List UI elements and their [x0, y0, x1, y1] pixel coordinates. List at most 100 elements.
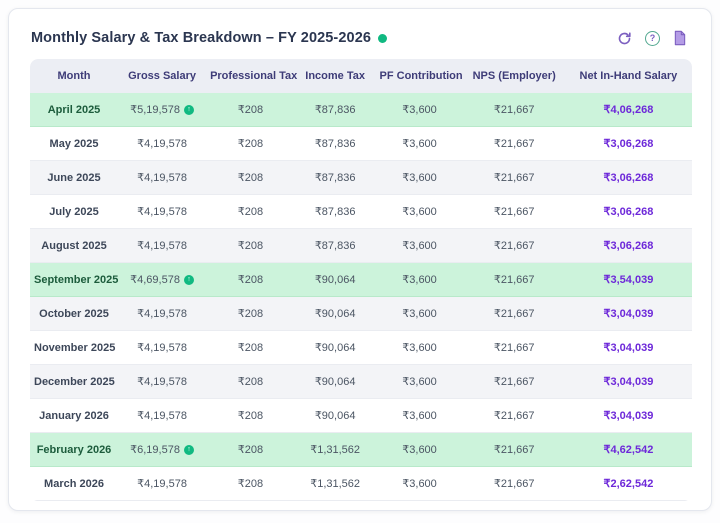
net-salary-cell: ₹3,04,039	[564, 331, 692, 365]
month-cell: December 2025	[30, 365, 119, 399]
professional-tax-cell: ₹208	[206, 195, 295, 229]
net-salary-cell: ₹4,62,542	[564, 433, 692, 467]
nps-employer-cell: ₹21,667	[463, 93, 565, 127]
month-cell: November 2025	[30, 331, 119, 365]
gross-salary-cell: ₹4,19,578	[118, 195, 207, 229]
professional-tax-cell: ₹208	[206, 161, 295, 195]
table-row: January 2026 ₹4,19,578 ₹208 ₹90,064 ₹3,6…	[30, 399, 692, 433]
gross-info-icon[interactable]	[183, 104, 194, 115]
month-cell: August 2025	[30, 229, 119, 263]
table-row: June 2025 ₹4,19,578 ₹208 ₹87,836 ₹3,600 …	[30, 161, 692, 195]
gross-salary-cell: ₹4,19,578	[118, 161, 207, 195]
document-icon	[673, 30, 687, 46]
nps-employer-cell: ₹21,667	[463, 399, 565, 433]
net-salary-cell: ₹4,06,268	[564, 93, 692, 127]
gross-salary-cell: ₹4,19,578	[118, 399, 207, 433]
net-salary-cell: ₹3,04,039	[564, 365, 692, 399]
net-salary-cell: ₹3,04,039	[564, 399, 692, 433]
income-tax-cell: ₹90,064	[294, 331, 376, 365]
professional-tax-cell: ₹208	[206, 399, 295, 433]
table-row: November 2025 ₹4,19,578 ₹208 ₹90,064 ₹3,…	[30, 331, 692, 365]
table-body: April 2025 ₹5,19,578 ₹208 ₹87,836 ₹3,600…	[30, 93, 692, 501]
net-salary-cell: ₹3,06,268	[564, 195, 692, 229]
month-cell: March 2026	[30, 467, 119, 501]
pf-contribution-cell: ₹3,600	[375, 127, 464, 161]
help-button[interactable]	[645, 30, 660, 46]
gross-salary-cell: ₹6,19,578	[118, 433, 207, 467]
table-row: September 2025 ₹4,69,578 ₹208 ₹90,064 ₹3…	[30, 263, 692, 297]
title-wrap: Monthly Salary & Tax Breakdown – FY 2025…	[31, 30, 388, 46]
table-header: Month Gross Salary Professional Tax Inco…	[30, 59, 692, 93]
professional-tax-cell: ₹208	[206, 433, 295, 467]
salary-breakdown-card: Monthly Salary & Tax Breakdown – FY 2025…	[8, 8, 712, 511]
income-tax-cell: ₹87,836	[294, 229, 376, 263]
page-title: Monthly Salary & Tax Breakdown – FY 2025…	[31, 30, 372, 46]
professional-tax-cell: ₹208	[206, 93, 295, 127]
professional-tax-cell: ₹208	[206, 297, 295, 331]
column-header-gross-salary: Gross Salary	[118, 59, 207, 93]
gross-salary-cell: ₹4,19,578	[118, 365, 207, 399]
table-row: December 2025 ₹4,19,578 ₹208 ₹90,064 ₹3,…	[30, 365, 692, 399]
column-header-net-in-hand: Net In-Hand Salary	[564, 59, 692, 93]
pf-contribution-cell: ₹3,600	[375, 263, 464, 297]
table-row: February 2026 ₹6,19,578 ₹208 ₹1,31,562 ₹…	[30, 433, 692, 467]
salary-table: Month Gross Salary Professional Tax Inco…	[30, 59, 692, 501]
gross-salary-cell: ₹4,19,578	[118, 297, 207, 331]
nps-employer-cell: ₹21,667	[463, 229, 565, 263]
income-tax-cell: ₹87,836	[294, 161, 376, 195]
nps-employer-cell: ₹21,667	[463, 433, 565, 467]
pf-contribution-cell: ₹3,600	[375, 161, 464, 195]
income-tax-cell: ₹87,836	[294, 195, 376, 229]
gross-salary-cell: ₹4,19,578	[118, 229, 207, 263]
professional-tax-cell: ₹208	[206, 263, 295, 297]
help-icon	[645, 30, 660, 46]
pf-contribution-cell: ₹3,600	[375, 399, 464, 433]
column-header-pf-contribution: PF Contribution	[375, 59, 464, 93]
gross-info-icon[interactable]	[183, 444, 194, 455]
professional-tax-cell: ₹208	[206, 127, 295, 161]
table-row: May 2025 ₹4,19,578 ₹208 ₹87,836 ₹3,600 ₹…	[30, 127, 692, 161]
month-cell: May 2025	[30, 127, 119, 161]
month-cell: September 2025	[30, 263, 118, 297]
net-salary-cell: ₹3,54,039	[564, 263, 692, 297]
month-cell: April 2025	[30, 93, 119, 127]
professional-tax-cell: ₹208	[206, 365, 295, 399]
net-salary-cell: ₹3,06,268	[564, 229, 692, 263]
nps-employer-cell: ₹21,667	[463, 467, 565, 501]
nps-employer-cell: ₹21,667	[463, 195, 565, 229]
income-tax-cell: ₹90,064	[294, 297, 376, 331]
month-cell: July 2025	[30, 195, 119, 229]
pf-contribution-cell: ₹3,600	[375, 195, 464, 229]
card-header: Monthly Salary & Tax Breakdown – FY 2025…	[9, 9, 711, 57]
refresh-button[interactable]	[617, 31, 632, 46]
month-cell: October 2025	[30, 297, 119, 331]
professional-tax-cell: ₹208	[206, 331, 295, 365]
income-tax-cell: ₹90,064	[294, 399, 376, 433]
table-row: August 2025 ₹4,19,578 ₹208 ₹87,836 ₹3,60…	[30, 229, 692, 263]
nps-employer-cell: ₹21,667	[463, 127, 565, 161]
nps-employer-cell: ₹21,667	[463, 263, 565, 297]
pf-contribution-cell: ₹3,600	[375, 467, 464, 501]
income-tax-cell: ₹1,31,562	[294, 467, 376, 501]
report-button[interactable]	[673, 30, 687, 46]
table-row: April 2025 ₹5,19,578 ₹208 ₹87,836 ₹3,600…	[30, 93, 692, 127]
income-tax-cell: ₹1,31,562	[294, 433, 376, 467]
gross-salary-cell: ₹5,19,578	[118, 93, 207, 127]
column-header-nps-employer: NPS (Employer)	[463, 59, 565, 93]
nps-employer-cell: ₹21,667	[463, 297, 565, 331]
table-row: October 2025 ₹4,19,578 ₹208 ₹90,064 ₹3,6…	[30, 297, 692, 331]
refresh-icon	[617, 31, 632, 46]
professional-tax-cell: ₹208	[206, 467, 295, 501]
income-tax-cell: ₹87,836	[294, 93, 376, 127]
gross-salary-cell: ₹4,19,578	[118, 331, 207, 365]
column-header-professional-tax: Professional Tax	[206, 59, 297, 93]
header-actions	[617, 30, 687, 46]
professional-tax-cell: ₹208	[206, 229, 295, 263]
gross-salary-cell: ₹4,19,578	[118, 127, 207, 161]
net-salary-cell: ₹3,06,268	[564, 161, 692, 195]
month-cell: February 2026	[30, 433, 119, 467]
nps-employer-cell: ₹21,667	[463, 161, 565, 195]
gross-info-icon[interactable]	[183, 274, 194, 285]
income-tax-cell: ₹90,064	[294, 365, 376, 399]
pf-contribution-cell: ₹3,600	[375, 365, 464, 399]
